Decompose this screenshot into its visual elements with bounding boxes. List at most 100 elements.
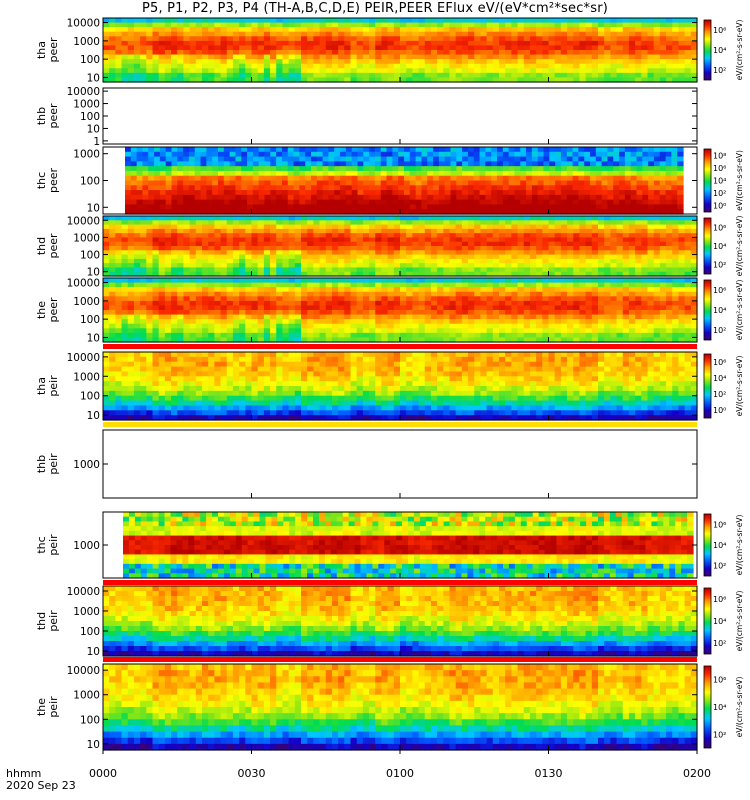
spectrogram-cell-thd-peer [635,258,642,264]
spectrogram-cell-thd-peer [492,263,500,269]
spectrogram-cell-thc-peer [392,151,399,158]
spectrogram-cell-thd-peer [684,271,692,277]
spectrogram-cell-the-peer [251,305,259,311]
spectrogram-cell-tha-peer [121,31,129,37]
spectrogram-cell-the-peer [208,296,215,302]
spectrogram-cell-thc-peer [427,161,434,167]
spectrogram-cell-thd-peer [152,246,160,251]
spectrogram-cell-thd-peer [393,237,401,243]
spectrogram-cell-the-peer [183,337,191,343]
spectrogram-cell-thd-peer [375,246,383,251]
spectrogram-cell-thd-peer [499,258,506,264]
spectrogram-cell-thc-peer [409,175,417,182]
spectrogram-cell-thd-peer [103,241,110,247]
spectrogram-cell-tha-peer [653,59,661,65]
spectrogram-cell-thd-peer [294,224,302,230]
spectrogram-cell-tha-peer [202,68,209,74]
spectrogram-cell-tha-peer [492,18,500,24]
spectrogram-cell-thd-peer [202,250,209,256]
spectrogram-cell-thd-peer [666,233,673,239]
spectrogram-cell-the-peer [449,296,457,302]
spectrogram-cell-the-peer [189,314,197,320]
spectrogram-cell-tha-peer [622,59,630,65]
spectrogram-cell-thc-peer [171,151,178,158]
spectrogram-cell-thc-peer [392,161,399,167]
spectrogram-cell-thd-peer [554,258,562,264]
spectrogram-cell-thc-peer [630,180,638,186]
spectrogram-cell-tha-peer [690,45,698,51]
spectrogram-cell-the-peer [406,337,413,343]
spectrogram-cell-thd-peer [486,263,494,269]
spectrogram-cell-the-peer [294,287,302,293]
spectrogram-cell-the-peer [202,296,209,302]
spectrogram-cell-tha-peer [616,27,624,33]
spectrogram-cell-thc-peer [281,147,289,153]
spectrogram-cell-tha-peer [529,45,537,51]
spectrogram-cell-thc-peer [357,151,364,158]
spectrogram-cell-thd-peer [276,263,284,269]
spectrogram-cell-thc-peer [194,147,202,153]
spectrogram-cell-tha-peer [635,18,642,24]
spectrogram-cell-the-peer [344,328,352,334]
spectrogram-cell-thc-peer [409,170,417,177]
spectrogram-cell-the-peer [226,287,234,293]
spectrogram-cell-thc-peer [194,209,202,215]
spectrogram-cell-thd-peer [591,263,599,269]
spectrogram-cell-thc-peer [322,180,330,186]
spectrogram-cell-thd-peer [245,216,253,221]
spectrogram-cell-tha-peer [127,77,135,83]
spectrogram-cell-the-peer [468,319,475,325]
spectrogram-cell-thd-peer [301,220,308,226]
spectrogram-cell-thc-peer [508,156,516,162]
spectrogram-cell-thc-peer [258,170,266,177]
spectrogram-cell-tha-peer [424,72,432,79]
spectrogram-cell-tha-peer [220,22,228,28]
spectrogram-cell-thc-peer [549,199,556,206]
spectrogram-cell-thc-peer [148,199,155,206]
spectrogram-cell-thc-peer [450,156,457,162]
spectrogram-cell-thc-peer [276,209,283,215]
spectrogram-cell-tha-peer [251,77,259,83]
spectrogram-cell-thd-peer [257,263,265,269]
spectrogram-cell-thc-peer [508,185,516,191]
spectrogram-cell-the-peer [474,332,482,339]
spectrogram-cell-thc-peer [270,209,277,215]
spectrogram-cell-the-peer [387,314,395,320]
spectrogram-cell-the-peer [362,337,370,343]
spectrogram-cell-the-peer [189,291,197,297]
spectrogram-cell-thd-peer [437,228,444,234]
spectrogram-cell-the-peer [239,287,246,293]
spectrogram-cell-tha-peer [653,68,661,74]
spectrogram-cell-thd-peer [523,241,531,247]
spectrogram-cell-thc-peer [560,166,568,172]
spectrogram-cell-the-peer [232,314,240,320]
spectrogram-cell-thd-peer [554,220,562,226]
spectrogram-cell-thc-peer [200,147,207,153]
spectrogram-cell-thd-peer [189,254,197,260]
spectrogram-cell-tha-peer [641,63,649,69]
spectrogram-cell-tha-peer [214,31,222,37]
spectrogram-cell-thd-peer [251,267,259,273]
spectrogram-cell-thc-peer [526,194,533,201]
spectrogram-cell-the-peer [424,323,432,329]
spectrogram-cell-tha-peer [189,45,197,51]
spectrogram-cell-the-peer [177,328,185,334]
spectrogram-cell-thc-peer [462,199,469,206]
spectrogram-cell-thd-peer [424,263,432,269]
spectrogram-cell-thd-peer [282,224,290,230]
spectrogram-cell-tha-peer [177,50,185,56]
spectrogram-cell-thc-peer [264,190,271,196]
spectrogram-cell-the-peer [115,296,123,302]
spectrogram-cell-the-peer [127,287,135,293]
spectrogram-cell-thc-peer [241,156,248,162]
spectrogram-cell-thd-peer [511,263,519,269]
spectrogram-cell-tha-peer [585,36,593,42]
spectrogram-cell-tha-peer [641,68,649,74]
spectrogram-cell-the-peer [338,337,345,343]
spectrogram-cell-thd-peer [115,241,123,247]
spectrogram-cell-the-peer [146,310,154,316]
spectrogram-cell-the-peer [325,296,333,302]
spectrogram-cell-thd-peer [406,220,413,226]
spectrogram-cell-thd-peer [468,250,475,256]
spectrogram-cell-thc-peer [159,199,167,206]
